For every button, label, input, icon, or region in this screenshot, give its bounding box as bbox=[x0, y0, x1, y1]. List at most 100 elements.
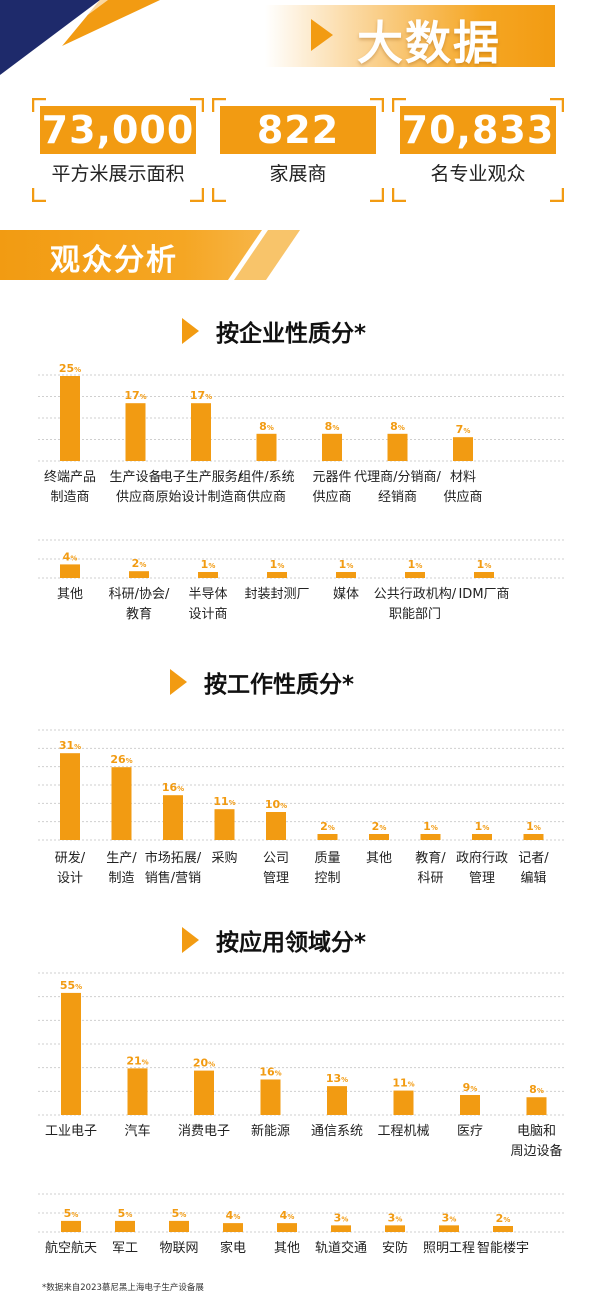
category-label: 工业电子 bbox=[45, 1124, 97, 1139]
bar bbox=[331, 1225, 351, 1232]
bar bbox=[267, 572, 287, 578]
bar bbox=[191, 403, 211, 461]
category-label: 代理商/分销商/ bbox=[354, 470, 441, 485]
category-label: 材料 bbox=[450, 470, 476, 485]
category-label: 医疗 bbox=[457, 1124, 483, 1139]
category-label: IDM厂商 bbox=[458, 587, 509, 602]
stat-area: 73,000 平方米展示面积 bbox=[32, 98, 204, 202]
category-label: 销售/营销 bbox=[145, 870, 201, 886]
bar bbox=[169, 1220, 189, 1232]
data-label: 3% bbox=[388, 1211, 403, 1224]
bar bbox=[129, 571, 149, 578]
category-label: 管理 bbox=[469, 871, 495, 886]
category-label: 编辑 bbox=[520, 871, 546, 886]
footnote: *数据来自2023慕尼黑上海电子生产设备展 bbox=[42, 1283, 204, 1293]
category-label: 汽车 bbox=[124, 1123, 150, 1139]
bar bbox=[420, 834, 441, 840]
data-label: 1% bbox=[423, 820, 438, 833]
play-arrow-icon bbox=[170, 669, 187, 695]
bar bbox=[369, 834, 389, 840]
stat-value: 73,000 bbox=[40, 106, 196, 154]
bar bbox=[61, 1220, 81, 1232]
bar bbox=[266, 812, 286, 840]
bar bbox=[523, 834, 544, 840]
data-label: 13% bbox=[326, 1072, 348, 1085]
category-label: 市场拓展/ bbox=[145, 850, 202, 866]
category-label: 组件/系统 bbox=[238, 470, 294, 485]
category-label: 研发/ bbox=[55, 850, 86, 866]
stat-visitors: 70,833 名专业观众 bbox=[392, 98, 564, 202]
bar bbox=[327, 1086, 347, 1115]
category-label: 航空航天 bbox=[45, 1240, 97, 1256]
category-label: 物联网 bbox=[159, 1241, 198, 1256]
data-label: 55% bbox=[60, 979, 82, 992]
category-label: 科研 bbox=[417, 871, 443, 886]
bar bbox=[60, 753, 80, 840]
chart-title: 按应用领域分* bbox=[216, 930, 367, 956]
category-label: 通信系统 bbox=[311, 1124, 363, 1139]
corner-decoration bbox=[0, 0, 160, 75]
data-label: 2% bbox=[132, 557, 147, 570]
bar bbox=[387, 433, 408, 461]
data-label: 16% bbox=[162, 781, 184, 794]
bar bbox=[405, 572, 425, 578]
data-label: 1% bbox=[408, 558, 423, 571]
data-label: 20% bbox=[193, 1057, 215, 1070]
stat-label: 家展商 bbox=[269, 163, 327, 185]
category-label: 制造 bbox=[108, 871, 134, 886]
category-label: 记者/ bbox=[518, 851, 549, 866]
category-label: 教育 bbox=[126, 606, 152, 622]
bar bbox=[439, 1225, 459, 1232]
category-label: 工程机械 bbox=[377, 1124, 429, 1139]
stat-value: 822 bbox=[220, 106, 376, 154]
category-label: 供应商 bbox=[443, 489, 482, 505]
bar bbox=[336, 572, 356, 578]
bar bbox=[493, 1226, 513, 1232]
category-label: 质量 bbox=[314, 851, 340, 866]
stat-value: 70,833 bbox=[400, 106, 556, 154]
bar bbox=[163, 795, 183, 840]
data-label: 9% bbox=[463, 1081, 478, 1094]
data-label: 2% bbox=[496, 1212, 511, 1225]
category-label: 生产设备 bbox=[109, 469, 161, 485]
data-label: 4% bbox=[226, 1209, 241, 1222]
stat-frame bbox=[32, 98, 204, 202]
category-label: 供应商 bbox=[312, 489, 351, 505]
category-label: 其他 bbox=[366, 851, 392, 866]
stat-label: 平方米展示面积 bbox=[51, 163, 185, 185]
bar bbox=[256, 433, 277, 461]
data-label: 4% bbox=[63, 550, 78, 563]
category-label: 其他 bbox=[57, 587, 83, 602]
bar bbox=[472, 834, 492, 840]
data-label: 8% bbox=[259, 420, 274, 433]
category-label: 原始设计制造商 bbox=[155, 490, 246, 505]
data-label: 17% bbox=[190, 389, 212, 402]
category-label: 新能源 bbox=[251, 1123, 290, 1139]
bar bbox=[60, 376, 80, 461]
chart-job-function: 31% 研发/设计 26% 生产/制造 16% 市场拓展/销售/营销 11% 采购 10% 公司管… bbox=[38, 729, 565, 886]
category-label: 电脑和 bbox=[517, 1124, 556, 1139]
category-label: 消费电子 bbox=[178, 1124, 230, 1139]
category-label: 电子生产服务/ bbox=[160, 469, 243, 485]
section-title: 观众分析 bbox=[50, 243, 178, 278]
data-label: 8% bbox=[325, 420, 340, 433]
category-label: 教育/ bbox=[415, 850, 446, 866]
bar bbox=[453, 437, 473, 461]
data-label: 11% bbox=[392, 1077, 414, 1090]
banner-title: 大数据 bbox=[357, 16, 501, 70]
category-label: 经销商 bbox=[378, 490, 417, 505]
bar bbox=[61, 992, 81, 1115]
data-label: 1% bbox=[270, 558, 285, 571]
data-label: 2% bbox=[372, 820, 387, 833]
bar bbox=[474, 572, 494, 578]
category-label: 生产/ bbox=[106, 851, 137, 866]
category-label: 终端产品 bbox=[44, 469, 96, 485]
category-label: 元器件 bbox=[312, 470, 351, 485]
category-label: 周边设备 bbox=[510, 1143, 562, 1159]
data-label: 16% bbox=[259, 1065, 281, 1078]
category-label: 政府行政 bbox=[456, 851, 508, 866]
chart-title: 按工作性质分* bbox=[204, 672, 355, 698]
stat-label: 名专业观众 bbox=[430, 163, 526, 185]
category-label: 照明工程 bbox=[423, 1241, 475, 1256]
